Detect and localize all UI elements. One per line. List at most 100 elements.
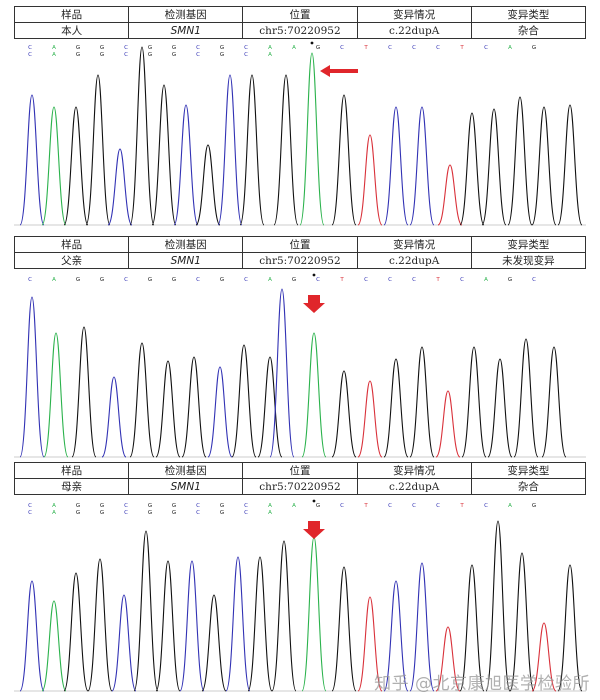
gene-cell: SMN1 (128, 478, 244, 495)
peak-trace (383, 358, 409, 458)
header-variant-type: 变异类型 (470, 236, 587, 253)
base-call-label: G (148, 45, 152, 51)
peak-trace (239, 74, 265, 226)
info-table: 样品 检测基因 位置 变异情况 变异类型 母亲 SMN1 chr5:702209… (13, 462, 587, 495)
peak-trace (107, 148, 133, 226)
header-location: 位置 (242, 6, 358, 23)
peak-trace (437, 164, 463, 226)
peak-trace (179, 560, 205, 692)
base-call-label: C (388, 277, 392, 283)
base-call-label: G (100, 277, 104, 283)
peak-trace (435, 390, 461, 458)
base-call-label: G (76, 503, 80, 509)
base-call-label: C (364, 277, 368, 283)
peak-trace (195, 144, 221, 226)
peak-trace (207, 366, 233, 458)
peak-trace (247, 556, 273, 692)
chromatogram-svg: C A G G C G G C G C A A G C T C C C T C A GC A G G C G G C G C A (14, 41, 586, 226)
base-call-label: G (220, 45, 224, 51)
position-marker-dot (312, 499, 316, 503)
peak-trace (271, 540, 297, 692)
base-call-label: G (220, 503, 224, 509)
base-call-label: G (148, 52, 152, 58)
base-call-label: G (508, 277, 512, 283)
base-call-label: C (436, 45, 440, 51)
base-call-label: G (148, 503, 152, 509)
base-call-label: C (124, 52, 128, 58)
variant-cell: c.22dupA (356, 252, 472, 269)
peak-trace (231, 344, 257, 458)
base-call-label: C (484, 45, 488, 51)
base-call-label: G (76, 277, 80, 283)
peak-trace (509, 552, 535, 692)
peak-trace (181, 356, 207, 458)
peak-trace (85, 74, 111, 226)
base-call-label: G (76, 45, 80, 51)
peak-trace (19, 296, 45, 458)
peak-trace (101, 376, 127, 458)
base-call-label: C (412, 503, 416, 509)
sample-cell: 父亲 (13, 252, 130, 269)
base-call-label: A (52, 45, 56, 51)
base-call-label: C (28, 52, 32, 58)
position-marker-dot (310, 41, 314, 45)
peak-trace (129, 46, 155, 226)
base-call-label: A (52, 52, 56, 58)
base-call-label: G (292, 277, 296, 283)
peak-trace (507, 96, 533, 226)
header-gene: 检测基因 (128, 236, 244, 253)
base-call-label: G (316, 503, 320, 509)
arrow-down-icon (303, 521, 325, 539)
peak-trace (301, 332, 327, 458)
table-row: 父亲 SMN1 chr5:70220952 c.22dupA 未发现变异 (13, 252, 587, 269)
base-call-label: C (460, 277, 464, 283)
base-call-label: A (52, 277, 56, 283)
peak-trace (541, 346, 567, 458)
header-variant-type: 变异类型 (470, 6, 587, 23)
watermark: 知乎 @北京康旭医学检验所 (374, 674, 590, 694)
peak-trace (383, 580, 409, 692)
panel-mother: 样品 检测基因 位置 变异情况 变异类型 母亲 SMN1 chr5:702209… (13, 462, 587, 695)
peak-trace (155, 360, 181, 458)
base-call-label: G (172, 503, 176, 509)
peak-trace (357, 380, 383, 458)
base-call-label: C (124, 503, 128, 509)
base-call-label: C (196, 503, 200, 509)
base-call-label: C (124, 277, 128, 283)
header-location: 位置 (242, 462, 358, 479)
peak-trace (155, 560, 181, 692)
base-call-label: A (52, 503, 56, 509)
info-table: 样品 检测基因 位置 变异情况 变异类型 本人 SMN1 chr5:702209… (13, 6, 587, 39)
base-call-label: C (484, 503, 488, 509)
peak-trace (63, 106, 89, 226)
peak-trace (531, 106, 557, 226)
base-call-label: G (100, 510, 104, 516)
base-call-label: C (196, 277, 200, 283)
location-cell: chr5:70220952 (242, 252, 358, 269)
base-call-label: G (220, 277, 224, 283)
peak-trace (201, 594, 227, 692)
base-call-label: G (148, 277, 152, 283)
header-variant: 变异情况 (356, 236, 472, 253)
peak-trace (111, 594, 137, 692)
base-call-label: G (532, 45, 536, 51)
variant-type-cell: 未发现变异 (470, 252, 587, 269)
base-call-label: C (388, 45, 392, 51)
header-sample: 样品 (13, 6, 130, 23)
base-call-label: G (316, 45, 320, 51)
base-call-label: T (339, 277, 344, 283)
table-header-row: 样品 检测基因 位置 变异情况 变异类型 (13, 6, 587, 23)
header-variant-type: 变异类型 (470, 462, 587, 479)
peak-trace (459, 564, 485, 692)
header-sample: 样品 (13, 236, 130, 253)
base-call-label: T (363, 45, 368, 51)
base-call-label: T (435, 277, 440, 283)
base-call-label: G (220, 52, 224, 58)
table-header-row: 样品 检测基因 位置 变异情况 变异类型 (13, 462, 587, 479)
peak-trace (173, 104, 199, 226)
variant-cell: c.22dupA (356, 478, 472, 495)
base-call-label: C (388, 503, 392, 509)
base-call-label: A (52, 510, 56, 516)
header-variant: 变异情况 (356, 462, 472, 479)
